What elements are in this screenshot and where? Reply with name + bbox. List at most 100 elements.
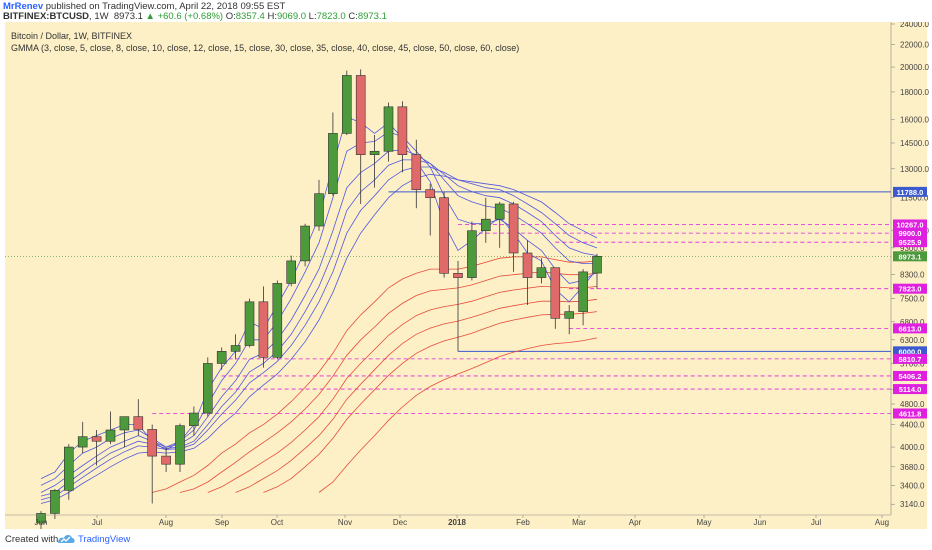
symbol-line: BITFINEX:BTCUSD, 1W 8973.1 ▲ +60.6 (+0.6… (3, 11, 387, 22)
symbol-name[interactable]: BITFINEX:BTCUSD (3, 11, 90, 22)
candle-body[interactable] (314, 193, 324, 227)
level-price-tag: 10267.0 (896, 220, 923, 229)
ohlc-low-label: L: (308, 11, 317, 22)
candle-body[interactable] (119, 416, 130, 431)
candle-body[interactable] (480, 218, 491, 232)
time-tick-label: Jun (35, 518, 48, 527)
candle-body[interactable] (203, 363, 213, 414)
level-price-tag-bg (893, 384, 927, 395)
candle-body[interactable] (272, 283, 283, 358)
level-price-tag: 6000.0 (899, 347, 922, 356)
candle-body[interactable] (64, 446, 74, 491)
candle-body[interactable] (244, 301, 255, 346)
candle-body[interactable] (50, 490, 60, 514)
candle-body[interactable] (397, 106, 408, 155)
last-price-tag-bg (893, 251, 927, 262)
candle-body[interactable] (425, 189, 436, 199)
ohlc-close-value: 8973.1 (357, 11, 387, 22)
tradingview-brand-link[interactable]: TradingView (78, 534, 131, 545)
candle-body[interactable] (91, 436, 102, 442)
price-tick-label: 9300.0 (900, 244, 925, 253)
candle-body[interactable] (175, 425, 185, 465)
time-tick-label: Dec (393, 518, 407, 527)
candle-body[interactable] (411, 154, 422, 190)
level-price-tag-bg (893, 283, 927, 294)
ohlc-open-label: O: (225, 11, 236, 22)
level-price-tag-bg (893, 408, 927, 419)
candle-body[interactable] (147, 429, 157, 457)
footer: Created with TradingView (0, 529, 932, 550)
candle-body[interactable] (341, 75, 352, 134)
candle-body[interactable] (77, 436, 88, 448)
chart-header: MrRenev published on TradingView.com, Ap… (0, 0, 932, 22)
candle-body[interactable] (230, 345, 241, 352)
level-price-tag-bg (893, 346, 927, 357)
created-with-text: Created with (5, 534, 59, 545)
candle-body[interactable] (328, 133, 338, 194)
short-ma-line (40, 131, 598, 486)
publish-line: MrRenev published on TradingView.com, Ap… (3, 1, 285, 12)
level-price-tag-bg (893, 186, 927, 197)
last-price-value: 8973.1 (113, 11, 143, 22)
candle-body[interactable] (592, 256, 602, 274)
candle-body[interactable] (453, 272, 463, 278)
price-tick-label: 6800.0 (900, 318, 925, 327)
candle-body[interactable] (105, 429, 116, 442)
candle-body[interactable] (286, 260, 297, 284)
time-tick-label: Mar (572, 518, 586, 527)
price-tick-label: 4000.0 (900, 443, 925, 452)
candle-body[interactable] (36, 513, 46, 524)
change-arrow-icon: ▲ (145, 11, 155, 22)
price-tick-label: 14500.0 (900, 139, 929, 148)
price-tick-label: 4800.0 (900, 400, 925, 409)
candle-body[interactable] (355, 75, 366, 155)
candle-body[interactable] (189, 412, 199, 426)
candle-body[interactable] (564, 311, 575, 319)
candle-body[interactable] (300, 225, 310, 262)
published-text: published on TradingView.com, April 22, … (45, 1, 286, 12)
long-ma-line (263, 311, 598, 493)
candle-body[interactable] (522, 252, 533, 278)
last-price-tag: 8973.1 (899, 252, 922, 261)
short-ma-line (40, 173, 598, 504)
axis-layer: 24000.0 22000.0 20000.0 18000.0 16000.0 14500… (5, 22, 929, 527)
price-chart[interactable]: 24000.0 22000.0 20000.0 18000.0 16000.0 14500… (0, 22, 932, 529)
time-tick-label: Aug (875, 518, 889, 527)
candle-body[interactable] (494, 203, 505, 220)
level-price-tag: 5810.7 (899, 355, 922, 364)
ohlc-close-label: C: (348, 11, 358, 22)
short-ma-line (40, 166, 598, 501)
candle-body[interactable] (383, 106, 394, 152)
candle-body[interactable] (133, 416, 144, 430)
time-tick-label: Sep (215, 518, 230, 527)
candle-body[interactable] (550, 267, 561, 319)
price-tick-label: 6300.0 (900, 336, 925, 345)
candle-body[interactable] (161, 455, 171, 465)
price-tick-label: 8300.0 (900, 271, 925, 280)
level-price-tag-bg (893, 353, 927, 364)
candle-body[interactable] (369, 150, 380, 155)
short-ma-line (40, 159, 598, 497)
time-tick-label: Oct (271, 518, 284, 527)
level-price-tag: 9900.0 (899, 229, 922, 238)
candle-body[interactable] (536, 267, 547, 278)
author-link[interactable]: MrRenev (3, 1, 44, 12)
time-tick-label: Apr (629, 518, 642, 527)
price-tick-label: 11500.0 (900, 194, 929, 203)
price-tick-label: 18000.0 (900, 88, 929, 97)
ohlc-high-value: 9069.0 (276, 11, 307, 22)
candle-body[interactable] (216, 351, 227, 364)
candle-body[interactable] (439, 197, 449, 274)
candle-body[interactable] (508, 203, 519, 254)
ohlc-open-value: 8357.4 (235, 11, 265, 22)
level-price-tag: 5406.2 (899, 372, 922, 381)
candle-body[interactable] (258, 301, 269, 358)
level-price-tag: 4611.8 (899, 409, 922, 418)
candle-body[interactable] (578, 271, 588, 312)
price-tick-label: 13000.0 (900, 165, 929, 174)
price-tick-label: 24000.0 (900, 22, 929, 29)
tradingview-logo-icon (58, 535, 75, 543)
candle-body[interactable] (467, 230, 477, 278)
time-tick-label: May (696, 518, 711, 527)
level-price-tag-bg (893, 370, 927, 381)
